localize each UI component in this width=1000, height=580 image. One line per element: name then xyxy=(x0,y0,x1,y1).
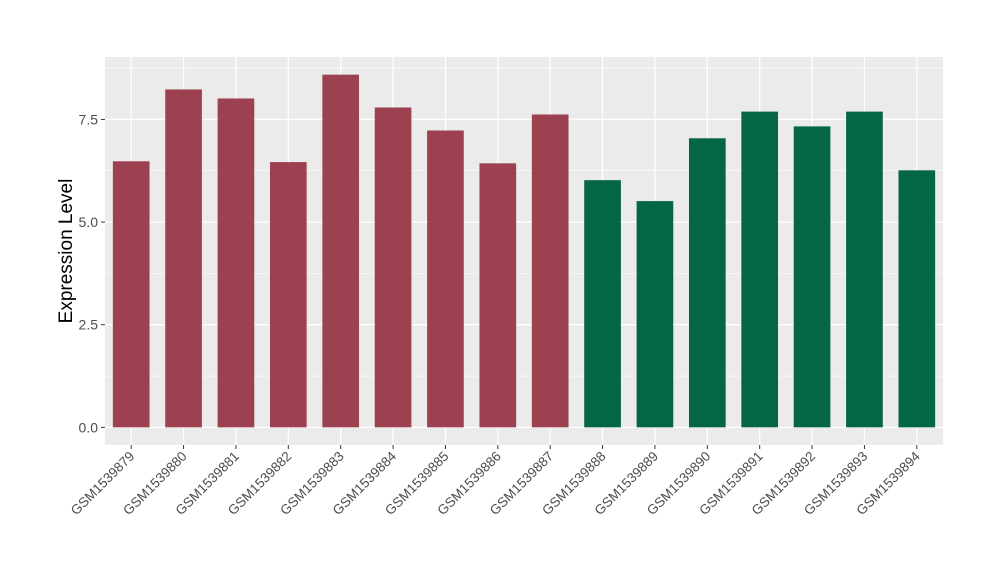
bar-GSM1539880 xyxy=(165,89,202,428)
bar-GSM1539887 xyxy=(531,114,569,428)
x-axis: GSM1539879GSM1539880GSM1539881GSM1539882… xyxy=(68,445,923,518)
bar-GSM1539884 xyxy=(374,107,412,428)
bar-GSM1539883 xyxy=(322,74,360,428)
bar-GSM1539892 xyxy=(793,126,831,428)
bar-GSM1539891 xyxy=(741,111,779,428)
bar-GSM1539888 xyxy=(584,180,621,428)
bar-GSM1539894 xyxy=(898,170,936,428)
bar-GSM1539879 xyxy=(112,161,150,428)
y-tick-label: 0.0 xyxy=(79,419,99,435)
y-tick-label: 7.5 xyxy=(79,111,99,127)
bar-GSM1539882 xyxy=(269,162,307,428)
bar-GSM1539890 xyxy=(688,138,726,428)
y-axis-label: Expression Level xyxy=(56,179,77,324)
bar-GSM1539886 xyxy=(479,163,517,428)
y-axis: 0.0 2.5 5.0 7.5 xyxy=(79,111,105,435)
bars xyxy=(112,74,936,428)
bar-GSM1539893 xyxy=(846,111,883,428)
y-tick-label: 5.0 xyxy=(79,214,99,230)
bar-GSM1539889 xyxy=(636,201,674,428)
bar-GSM1539885 xyxy=(427,130,464,428)
y-tick-label: 2.5 xyxy=(79,317,99,333)
bar-GSM1539881 xyxy=(217,98,255,428)
